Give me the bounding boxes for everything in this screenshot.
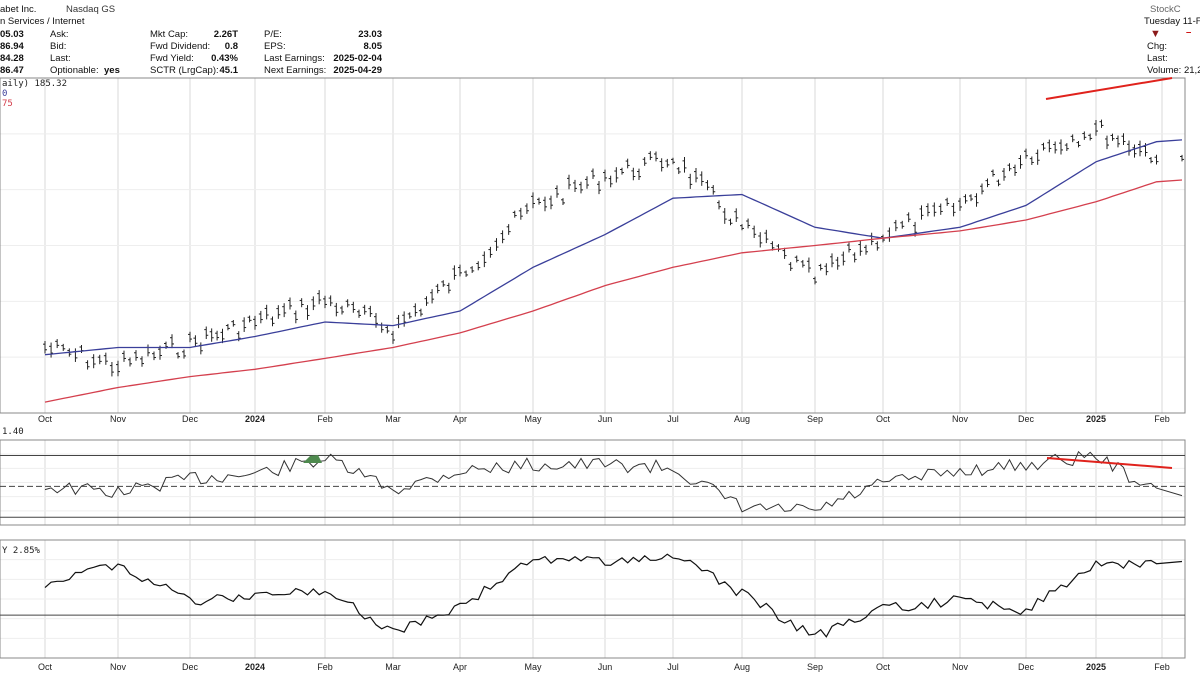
next-earnings-value: 2025-04-29: [333, 65, 382, 76]
panel-frame-1: [0, 439, 1186, 526]
pe-label: P/E:: [264, 29, 282, 40]
ma-short-label: 0: [2, 89, 7, 99]
relative-label: Y 2.85%: [2, 546, 41, 556]
x-tick-label: Jul: [667, 414, 679, 424]
x-tick-label: 2024: [245, 662, 265, 672]
x-tick-label: Oct: [38, 414, 53, 424]
x-tick-label: Nov: [952, 414, 969, 424]
rsi-overbought-fill: [303, 455, 322, 463]
panel-frame-0: [0, 77, 1186, 414]
price-low: 84.28: [0, 53, 24, 64]
x-tick-label: Dec: [182, 662, 199, 672]
x-tick-label: Aug: [734, 414, 750, 424]
x-tick-label: 2025: [1086, 414, 1106, 424]
x-tick-label: Feb: [1154, 662, 1170, 672]
x-tick-label: 2025: [1086, 662, 1106, 672]
yield-value: 0.43%: [211, 53, 238, 64]
brand: StockC: [1150, 4, 1181, 15]
date: Tuesday 11-F: [1144, 16, 1200, 27]
x-tick-label: Aug: [734, 662, 750, 672]
price-overlay-label: aily) 185.32: [2, 79, 67, 89]
bid-label: Bid:: [50, 41, 67, 52]
chart-header: abet Inc. Nasdaq GS n Services / Interne…: [0, 0, 1200, 80]
rsi-line: [44, 450, 1183, 513]
chart-panels: [0, 77, 1186, 659]
eps-label: EPS:: [264, 41, 286, 52]
volume-label: Volume: 21,2: [1147, 65, 1200, 76]
x-tick-label: Jun: [598, 662, 613, 672]
relative-strength-line: [44, 553, 1183, 638]
dividend-value: 0.8: [224, 41, 238, 52]
next-earnings-label: Next Earnings:: [264, 65, 327, 76]
x-tick-label: Dec: [182, 414, 199, 424]
panel-frame-2: [0, 539, 1186, 659]
x-tick-label: Mar: [385, 662, 401, 672]
x-tick-label: Mar: [385, 414, 401, 424]
x-tick-label: Apr: [453, 414, 467, 424]
change-dash: –: [1186, 27, 1192, 38]
x-tick-label: Oct: [38, 662, 53, 672]
price-high: 86.94: [0, 41, 24, 52]
chart-series: [0, 77, 1185, 638]
change-label: Chg:: [1147, 41, 1168, 52]
last-label: Last:: [50, 53, 71, 64]
price-close: 86.47: [0, 65, 24, 76]
rsi-trendline: [1046, 457, 1173, 469]
x-tick-label: Feb: [317, 414, 333, 424]
yield-label: Fwd Yield:: [150, 53, 194, 64]
ma-long-line: [44, 179, 1183, 403]
down-marker-icon: ▼: [1150, 28, 1161, 40]
x-tick-label: Jul: [667, 662, 679, 672]
x-tick-label: Sep: [807, 662, 823, 672]
x-tick-label: Feb: [317, 662, 333, 672]
ask-label: Ask:: [50, 29, 69, 40]
chart-ticks: Oct Nov Dec 2024 Feb Mar Apr May Jun Jul Aug Sep Oct…: [38, 414, 1170, 672]
x-tick-label: Oct: [876, 414, 891, 424]
mktcap-label: Mkt Cap:: [150, 29, 189, 40]
ma-short-line: [44, 139, 1183, 356]
last-earnings-value: 2025-02-04: [333, 53, 382, 64]
optionable-value: yes: [104, 65, 120, 76]
company-name: abet Inc.: [0, 4, 37, 15]
x-tick-label: Dec: [1018, 414, 1035, 424]
ma-long-label: 75: [2, 99, 13, 109]
price-trendline: [1045, 77, 1173, 100]
x-tick-label: May: [524, 414, 542, 424]
x-tick-label: Nov: [952, 662, 969, 672]
pe-value: 23.03: [358, 29, 382, 40]
rsi-label: 1.40: [2, 427, 24, 437]
chart-grid: [0, 78, 1185, 658]
x-tick-label: May: [524, 662, 542, 672]
x-tick-label: Oct: [876, 662, 891, 672]
eps-value: 8.05: [363, 41, 383, 52]
x-tick-label: Sep: [807, 414, 823, 424]
dividend-label: Fwd Dividend:: [150, 41, 211, 52]
sctr-label: SCTR (LrgCap):: [150, 65, 219, 76]
x-tick-label: Apr: [453, 662, 467, 672]
sctr-value: 45.1: [219, 65, 239, 76]
x-tick-label: 2024: [245, 414, 265, 424]
x-tick-label: Nov: [110, 662, 127, 672]
x-tick-label: Feb: [1154, 414, 1170, 424]
x-tick-label: Jun: [598, 414, 613, 424]
last-price-label: Last:: [1147, 53, 1168, 64]
sector: n Services / Internet: [0, 16, 85, 27]
last-earnings-label: Last Earnings:: [264, 53, 325, 64]
x-tick-label: Dec: [1018, 662, 1035, 672]
x-tick-label: Nov: [110, 414, 127, 424]
mktcap-value: 2.26T: [213, 29, 238, 40]
price-open: 05.03: [0, 29, 24, 40]
optionable-label: Optionable:: [50, 65, 99, 76]
exchange: Nasdaq GS: [66, 4, 116, 15]
